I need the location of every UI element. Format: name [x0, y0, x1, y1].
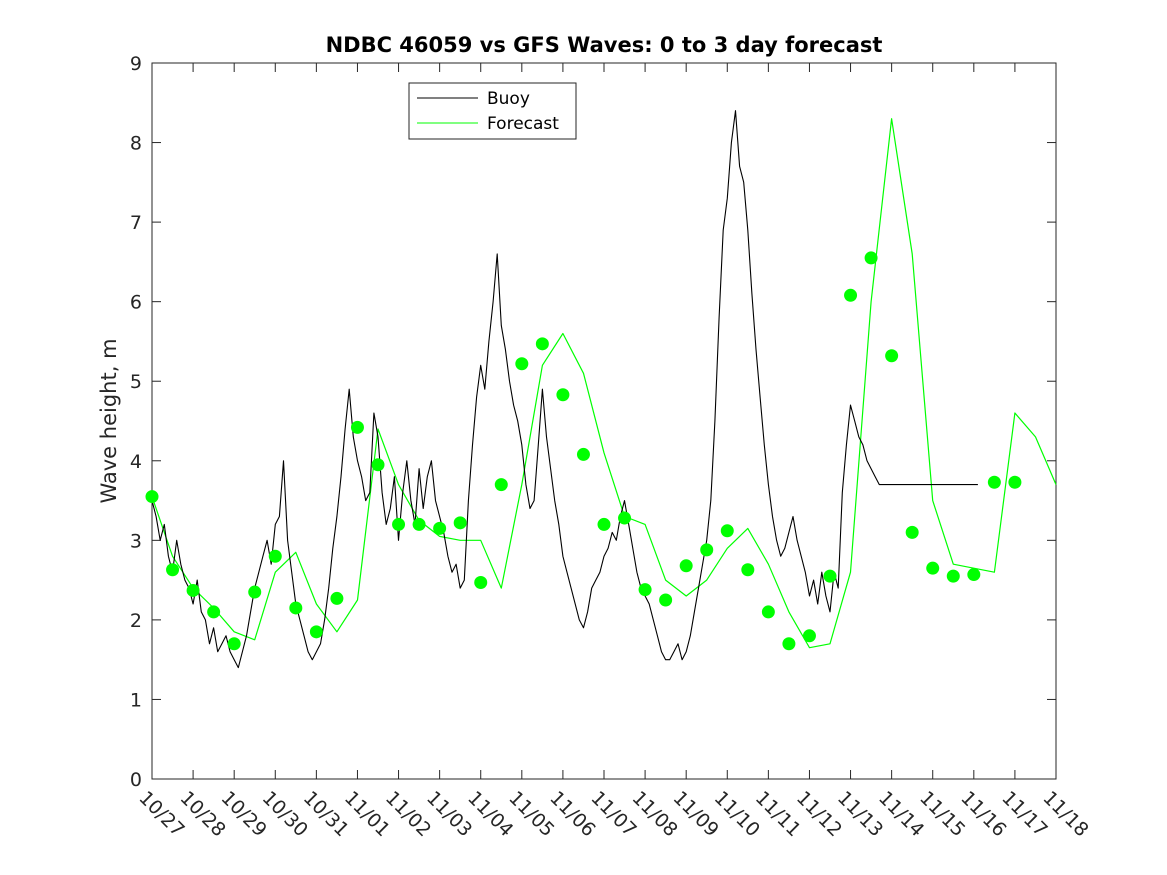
forecast-point — [186, 583, 200, 597]
legend-forecast-label: Forecast — [487, 114, 559, 134]
forecast-point — [145, 490, 159, 504]
forecast-point — [309, 625, 323, 639]
forecast-point — [350, 420, 364, 434]
forecast-point — [720, 524, 734, 538]
series-group — [151, 110, 1057, 669]
y-axis-label: Wave height, m — [97, 338, 121, 503]
legend-buoy-label: Buoy — [487, 89, 530, 109]
forecast-point — [535, 337, 549, 351]
forecast-point — [392, 517, 406, 531]
forecast-point — [802, 629, 816, 643]
legend-box — [408, 82, 577, 140]
forecast-point — [576, 447, 590, 461]
forecast-point — [967, 568, 981, 582]
forecast-point — [823, 569, 837, 583]
forecast-point — [926, 561, 940, 575]
forecast-point — [433, 521, 447, 535]
forecast-point — [659, 593, 673, 607]
forecast-point — [885, 349, 899, 363]
forecast-point — [679, 559, 693, 573]
y-tick-label: 7 — [130, 212, 142, 234]
y-axis: 0 1 2 3 4 5 6 7 8 9 — [130, 53, 1056, 791]
forecast-point — [330, 591, 344, 605]
forecast-point — [515, 357, 529, 371]
y-tick-label: 3 — [130, 530, 142, 552]
forecast-point — [207, 605, 221, 619]
forecast-point — [412, 517, 426, 531]
forecast-point — [761, 605, 775, 619]
forecast-point — [741, 563, 755, 577]
forecast-point — [474, 575, 488, 589]
forecast-point — [638, 583, 652, 597]
y-tick-label: 6 — [130, 292, 142, 314]
forecast-point — [905, 525, 919, 539]
forecast-markers — [145, 251, 1022, 651]
chart-title: NDBC 46059 vs GFS Waves: 0 to 3 day fore… — [326, 33, 883, 57]
forecast-point — [864, 251, 878, 265]
forecast-point — [700, 543, 714, 557]
forecast-point — [268, 549, 282, 563]
y-tick-label: 9 — [130, 53, 142, 75]
legend: Buoy Forecast — [408, 82, 577, 140]
forecast-point — [782, 637, 796, 651]
forecast-point — [597, 517, 611, 531]
y-tick-label: 2 — [130, 610, 142, 632]
y-tick-label: 0 — [130, 769, 142, 791]
forecast-point — [289, 601, 303, 615]
y-tick-label: 8 — [130, 133, 142, 155]
forecast-point — [844, 288, 858, 302]
forecast-point — [556, 388, 570, 402]
buoy-line — [151, 110, 978, 669]
y-tick-label: 5 — [130, 371, 142, 393]
plot-area — [151, 62, 1057, 780]
forecast-point — [371, 458, 385, 472]
forecast-point — [987, 475, 1001, 489]
y-tick-label: 4 — [130, 451, 142, 473]
forecast-point — [618, 511, 632, 525]
forecast-point — [453, 516, 467, 530]
forecast-point — [946, 569, 960, 583]
forecast-point — [494, 478, 508, 492]
y-tick-label: 1 — [130, 689, 142, 711]
forecast-point — [248, 585, 262, 599]
forecast-point — [1008, 475, 1022, 489]
forecast-point — [227, 637, 241, 651]
forecast-line — [151, 118, 1057, 649]
forecast-point — [166, 563, 180, 577]
